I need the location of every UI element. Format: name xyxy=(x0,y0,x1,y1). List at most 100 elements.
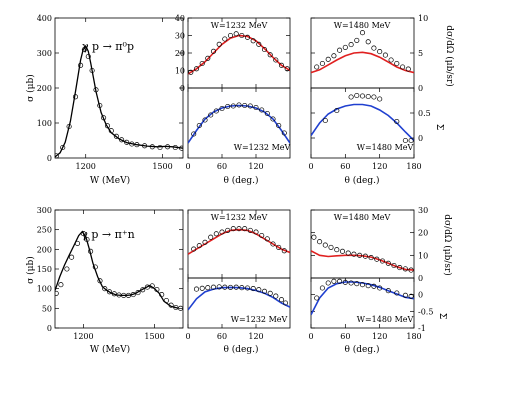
data-point xyxy=(193,286,200,292)
data-point xyxy=(81,46,87,53)
data-point xyxy=(199,285,205,291)
data-point xyxy=(264,110,270,117)
data-point xyxy=(97,278,103,284)
data-point xyxy=(244,34,251,40)
data-point xyxy=(371,45,377,51)
data-point xyxy=(222,284,228,290)
x-tick-label: 0 xyxy=(308,332,313,341)
data-point xyxy=(216,41,222,47)
series-line xyxy=(311,103,414,142)
x-tick-label: 1200 xyxy=(76,162,96,171)
data-point xyxy=(196,243,202,249)
y-tick-label: 20 xyxy=(418,229,428,238)
data-point xyxy=(253,104,259,111)
data-point xyxy=(264,236,270,242)
data-point xyxy=(388,57,394,63)
data-point xyxy=(250,38,256,44)
data-point xyxy=(379,258,386,264)
y-tick-label: 0.5 xyxy=(418,109,431,118)
data-point xyxy=(208,234,214,240)
panel-r1_sigma: 0 60 120 θ (deg.) W=1232 MeV xyxy=(185,87,290,186)
panel-annotation: W=1232 MeV xyxy=(231,315,288,324)
data-point xyxy=(348,42,354,48)
y-tick-label: 300 xyxy=(37,49,52,58)
data-point xyxy=(130,292,136,298)
data-point xyxy=(394,290,400,296)
data-point xyxy=(278,297,285,303)
data-point xyxy=(273,293,279,299)
panel-r2_dxs: W=1232 MeV xyxy=(187,209,291,279)
panel-annotation: W=1232 MeV xyxy=(211,213,268,222)
panel-annotation: W=1232 MeV xyxy=(211,21,268,30)
x-tick-label: 120 xyxy=(248,332,263,341)
data-point xyxy=(281,130,287,136)
data-point xyxy=(281,248,287,254)
data-point xyxy=(362,253,368,259)
data-point xyxy=(111,291,117,297)
data-point xyxy=(236,226,242,232)
panel-annotation: W=1480 MeV xyxy=(334,21,391,30)
data-point xyxy=(402,266,408,272)
data-point xyxy=(256,287,262,293)
y-tick-label: 0 xyxy=(418,291,423,300)
y-tick-label: 200 xyxy=(37,84,52,93)
data-point xyxy=(351,251,357,257)
x-tick-label: 0 xyxy=(308,162,313,171)
data-point xyxy=(149,283,155,289)
data-point xyxy=(365,283,371,289)
data-point xyxy=(69,254,75,260)
series-line xyxy=(188,228,290,255)
data-point xyxy=(402,137,408,144)
data-point xyxy=(129,141,135,147)
data-point xyxy=(163,297,169,304)
data-point xyxy=(144,284,150,290)
data-point xyxy=(219,229,225,235)
data-point xyxy=(377,96,383,102)
data-point xyxy=(104,123,111,129)
data-point xyxy=(92,264,98,270)
data-point xyxy=(345,250,351,256)
plot-frame xyxy=(187,277,291,329)
data-point xyxy=(230,226,236,232)
data-point xyxy=(64,266,70,272)
data-point xyxy=(222,36,228,42)
series-line xyxy=(55,44,183,158)
y-tick-label: 0 xyxy=(418,84,423,93)
data-point xyxy=(149,144,155,150)
x-tick-label: 180 xyxy=(406,332,421,341)
y-tick-label: 20 xyxy=(175,49,185,58)
data-point xyxy=(400,64,406,70)
data-point xyxy=(365,93,371,100)
data-point xyxy=(359,282,366,288)
panel-r2_dxs_1480: 0 10 20 30 dσ/dΩ (μb/sr) W=1480 MeV xyxy=(310,206,453,283)
data-point xyxy=(225,103,231,110)
data-point xyxy=(157,144,163,151)
data-point xyxy=(261,288,268,294)
x-tick-label: 120 xyxy=(372,162,387,171)
y-tick-label: 300 xyxy=(37,206,52,215)
data-point xyxy=(276,244,282,250)
data-point xyxy=(359,30,366,36)
panel-annotation: γ p → π⁺n xyxy=(81,228,134,241)
data-point xyxy=(325,56,331,62)
data-point xyxy=(284,66,290,72)
data-point xyxy=(178,305,183,311)
y-tick-label: 30 xyxy=(418,206,428,215)
panel-r1_sigma_1480: 0 60 120 180 0 0.5 θ (deg.) Σ W=1480 MeV xyxy=(308,87,444,186)
data-point xyxy=(377,285,383,291)
series-line xyxy=(188,34,290,75)
series-line xyxy=(311,51,414,74)
panel-r2_sigma_1480: 0 60 120 180-1 -0.5 0 θ (deg.) Σ W=1480 MeV xyxy=(308,277,447,355)
x-axis-label: θ (deg.) xyxy=(223,175,258,186)
y-tick-label: 5 xyxy=(418,49,423,58)
data-point xyxy=(334,247,340,253)
data-point xyxy=(191,246,197,252)
data-point xyxy=(365,39,371,45)
plot-frame xyxy=(310,87,415,159)
y-tick-label: 0 xyxy=(418,274,423,283)
data-point xyxy=(276,122,282,129)
data-point xyxy=(199,60,205,67)
series-group xyxy=(55,230,183,311)
data-point xyxy=(208,112,214,118)
data-point xyxy=(354,92,360,99)
